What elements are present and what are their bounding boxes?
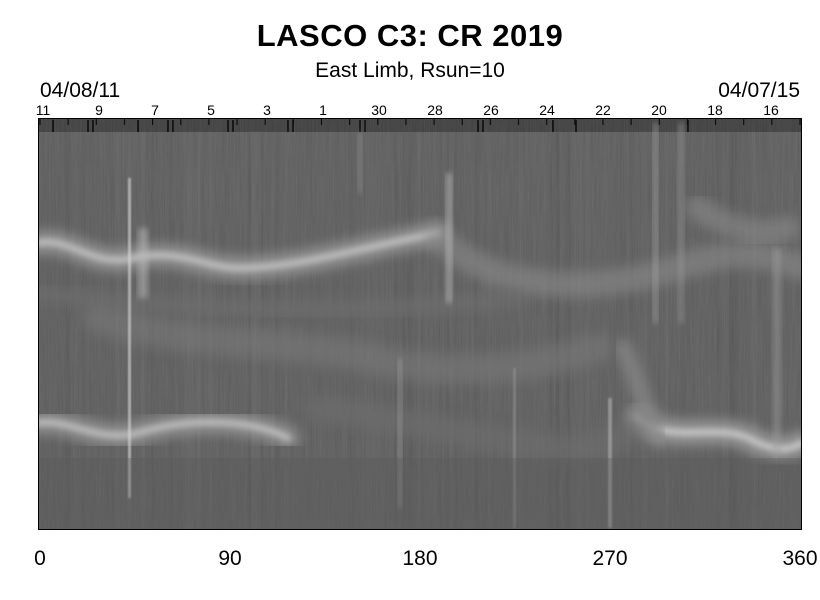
top-day-label: 11 <box>35 102 51 118</box>
synoptic-map-image <box>38 118 802 530</box>
plot-border <box>38 118 802 530</box>
x-tick-label: 180 <box>402 547 438 570</box>
end-date-label: 04/07/15 <box>718 79 800 102</box>
plot-title: LASCO C3: CR 2019 <box>256 18 564 53</box>
lower-dark-region <box>38 458 802 530</box>
start-date-label: 04/08/11 <box>40 79 121 102</box>
top-day-label: 26 <box>483 102 499 118</box>
plot-subtitle: East Limb, Rsun=10 <box>315 59 505 82</box>
top-day-label: 22 <box>595 102 611 118</box>
top-day-label: 16 <box>763 102 779 118</box>
top-day-label: 1 <box>319 102 327 118</box>
top-day-label: 30 <box>371 102 387 118</box>
lower-streamer-band <box>38 196 802 462</box>
x-tick-label: 270 <box>592 547 628 570</box>
synoptic-map <box>38 118 802 530</box>
top-day-label: 18 <box>707 102 723 118</box>
x-tick-label: 90 <box>218 547 242 570</box>
x-tick-label: 360 <box>782 547 818 570</box>
upper-streamer-band <box>38 222 802 384</box>
top-day-label: 5 <box>207 102 215 118</box>
top-day-label: 28 <box>427 102 443 118</box>
top-day-label: 24 <box>539 102 555 118</box>
x-tick-label: 0 <box>34 547 46 570</box>
top-day-label: 7 <box>151 102 159 118</box>
x-axis-tick-labels: 0 90 180 270 360 <box>0 548 820 574</box>
vertical-transients <box>128 123 781 528</box>
top-day-label: 3 <box>263 102 271 118</box>
top-day-label: 9 <box>95 102 103 118</box>
top-day-label: 20 <box>651 102 667 118</box>
top-day-labels: 11 9 7 5 3 1 30 28 26 24 22 20 18 16 <box>0 103 820 119</box>
